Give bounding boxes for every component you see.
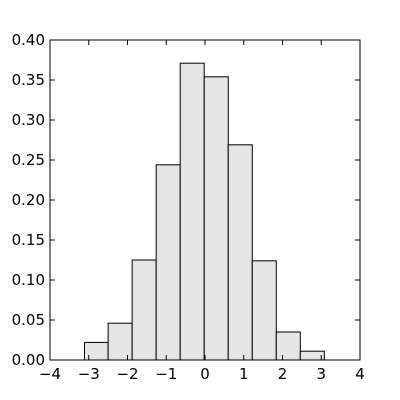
x-tick-label: −2 — [116, 365, 138, 383]
x-tick-label: −4 — [39, 365, 61, 383]
x-tick-label: 0 — [200, 365, 210, 383]
y-tick-label: 0.35 — [12, 71, 45, 89]
y-tick-label: 0.15 — [12, 231, 45, 249]
y-tick-label: 0.05 — [12, 311, 45, 329]
histogram-bar — [227, 144, 253, 361]
x-tick-label: −3 — [78, 365, 100, 383]
histogram-bars — [83, 62, 325, 361]
y-tick-label: 0.10 — [12, 271, 45, 289]
y-tick-label: 0.00 — [12, 351, 45, 369]
histogram-bar — [299, 350, 325, 361]
histogram-bar — [131, 259, 157, 361]
histogram-bar — [251, 260, 277, 361]
x-tick-label: 4 — [355, 365, 365, 383]
histogram-bar — [83, 341, 109, 361]
histogram-bar — [275, 331, 301, 361]
x-tick-label: 1 — [239, 365, 249, 383]
y-tick-label: 0.25 — [12, 151, 45, 169]
y-tick-labels: 0.00 0.05 0.10 0.15 0.20 0.25 0.30 0.35 0.40 — [12, 31, 45, 369]
x-tick-label: 2 — [278, 365, 288, 383]
x-tick-label: −1 — [155, 365, 177, 383]
histogram-bar — [179, 62, 205, 361]
x-tick-label: 3 — [316, 365, 326, 383]
histogram-bar — [155, 164, 181, 361]
y-tick-label: 0.40 — [12, 31, 45, 49]
y-tick-label: 0.20 — [12, 191, 45, 209]
histogram-bar — [203, 76, 229, 361]
x-tick-labels: −4 −3 −2 −1 0 1 2 3 4 — [39, 365, 365, 383]
y-tick-label: 0.30 — [12, 111, 45, 129]
plot-frame — [49, 39, 361, 361]
histogram-bar — [107, 322, 133, 361]
